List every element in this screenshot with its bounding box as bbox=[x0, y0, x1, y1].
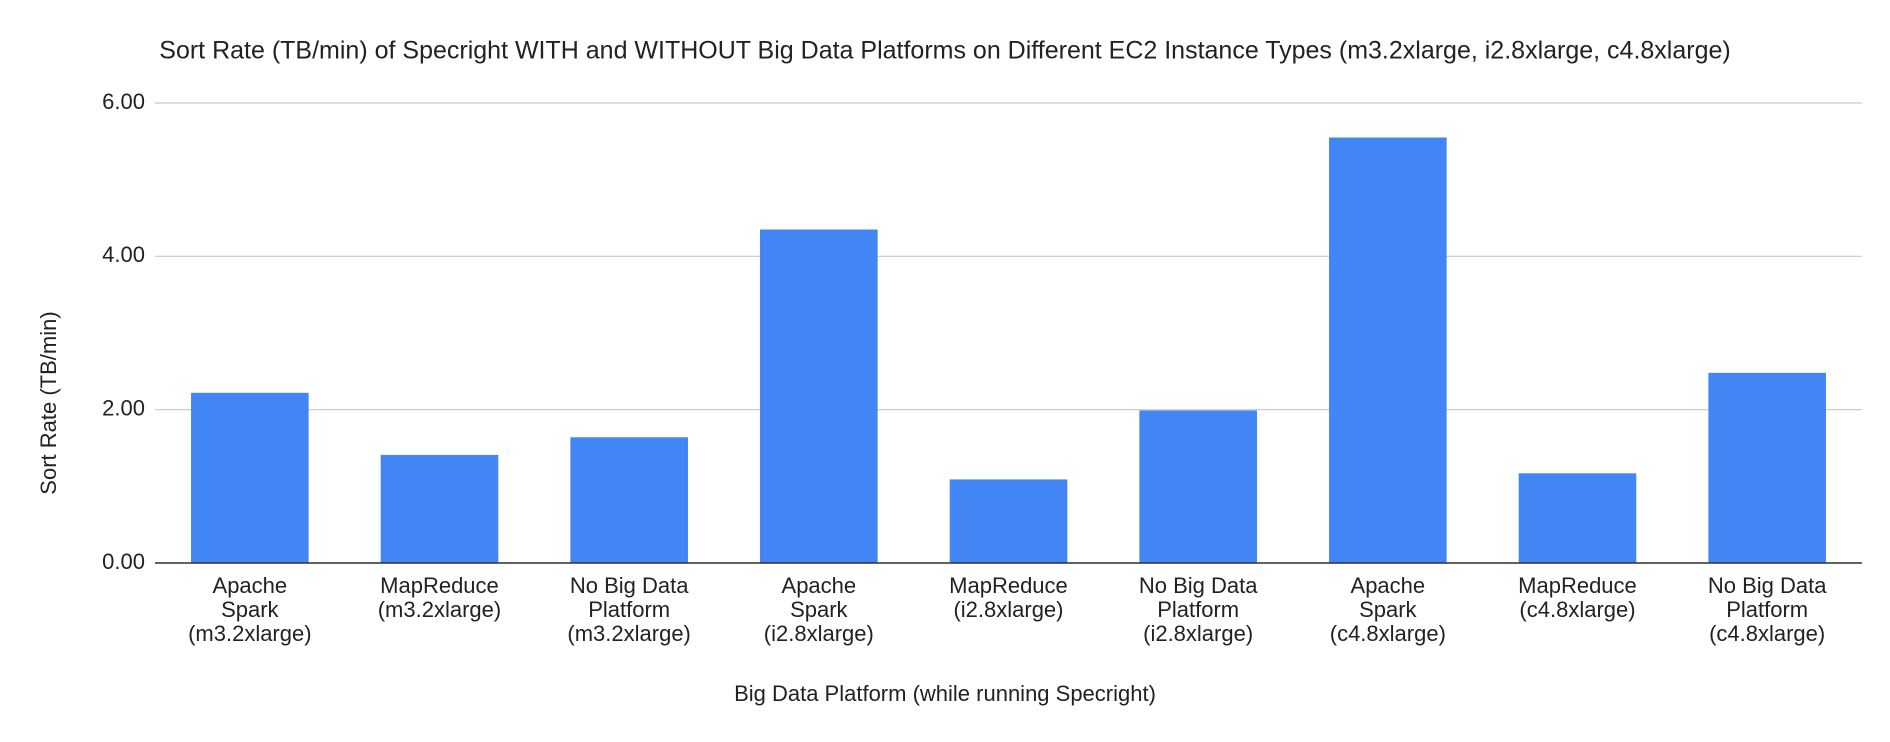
bar bbox=[949, 479, 1068, 563]
x-tick-label: MapReduce (c4.8xlarge) bbox=[1518, 573, 1637, 622]
x-axis-label: Big Data Platform (while running Specrig… bbox=[734, 681, 1156, 706]
bar bbox=[760, 229, 878, 563]
x-tick-label: Apache Spark (m3.2xlarge) bbox=[188, 573, 312, 646]
x-tick-label: No Big Data Platform (i2.8xlarge) bbox=[1138, 573, 1258, 646]
bar bbox=[191, 392, 309, 563]
x-tick-label: Apache Spark (i2.8xlarge) bbox=[763, 573, 874, 646]
x-tick-label: MapReduce (i2.8xlarge) bbox=[949, 573, 1068, 622]
bar bbox=[570, 437, 688, 563]
x-tick-label: MapReduce (m3.2xlarge) bbox=[377, 573, 502, 622]
x-tick-label: No Big Data Platform (m3.2xlarge) bbox=[567, 573, 691, 646]
y-axis-label: Sort Rate (TB/min) bbox=[36, 311, 61, 494]
bar bbox=[1518, 473, 1637, 563]
x-tick-label: No Big Data Platform (c4.8xlarge) bbox=[1707, 573, 1827, 646]
x-tick-label: Apache Spark (c4.8xlarge) bbox=[1329, 573, 1446, 646]
bar bbox=[380, 454, 499, 563]
y-tick-label: 6.00 bbox=[102, 89, 145, 114]
y-tick-label: 0.00 bbox=[102, 549, 145, 574]
bar bbox=[1139, 410, 1257, 563]
bar bbox=[1329, 137, 1447, 563]
y-tick-label: 2.00 bbox=[102, 395, 145, 420]
y-tick-label: 4.00 bbox=[102, 242, 145, 267]
bar bbox=[1708, 372, 1826, 563]
chart-title: Sort Rate (TB/min) of Specright WITH and… bbox=[159, 37, 1730, 65]
